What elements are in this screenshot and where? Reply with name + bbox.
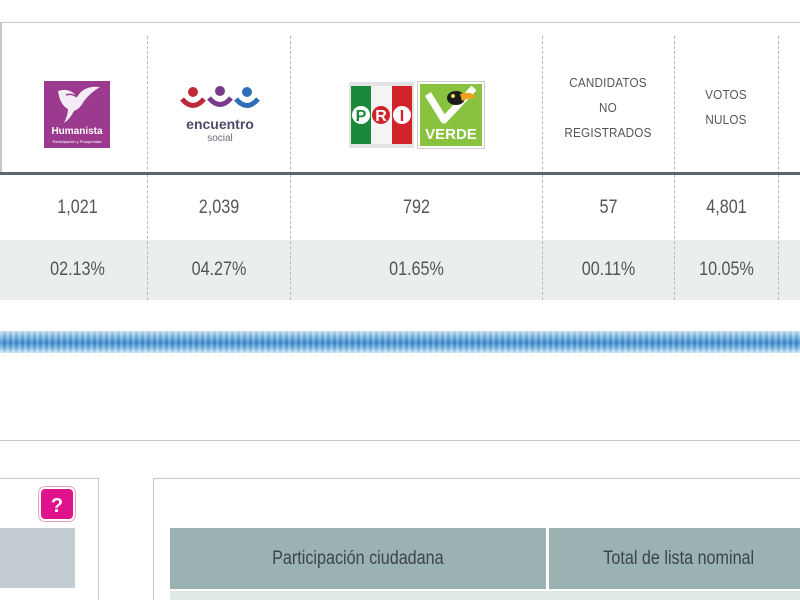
- results-panel: [0, 22, 800, 300]
- people-dots-icon: [180, 86, 260, 108]
- encuentro-social-logo: encuentro social: [176, 82, 264, 146]
- encuentro-logo-name: encuentro: [186, 116, 254, 132]
- humanista-logo-name: Humanista: [51, 126, 103, 137]
- column-separator: [542, 175, 543, 300]
- votes-cell-encuentro-social: 2,039: [198, 197, 240, 218]
- table-header-participacion: Participación ciudadana: [170, 528, 546, 589]
- column-separator: [290, 36, 291, 300]
- left-info-box-header: [0, 528, 75, 588]
- votes-cell-no-registrados: 57: [599, 197, 618, 218]
- pri-letter: I: [400, 108, 404, 125]
- toucan-check-icon: [425, 85, 477, 124]
- header-candidatos-no-registrados: CANDIDATOS NO REGISTRADOS: [558, 70, 659, 145]
- column-separator: [147, 175, 148, 300]
- section-divider: [0, 440, 800, 441]
- percent-cell-encuentro-social: 04.27%: [191, 259, 247, 280]
- help-button[interactable]: ?: [39, 487, 75, 521]
- column-separator: [290, 175, 291, 300]
- column-separator: [147, 36, 148, 300]
- votes-cell-humanista: 1,021: [57, 197, 98, 218]
- percent-cell-humanista: 02.13%: [50, 259, 105, 280]
- blue-divider-bar: [0, 331, 800, 353]
- header-line: NULOS: [705, 112, 747, 127]
- encuentro-logo-subtitle: social: [207, 133, 233, 144]
- panel-left-border: [0, 22, 2, 300]
- votes-cell-pri-verde: 792: [403, 197, 430, 218]
- table-header-label: Total de lista nominal: [603, 548, 755, 569]
- column-separator: [778, 175, 779, 300]
- header-line: NO: [599, 100, 617, 115]
- header-votos-nulos: VOTOS NULOS: [685, 82, 768, 132]
- percent-cell-pri-verde: 01.65%: [389, 259, 444, 280]
- humanista-logo: Humanista Participación y Prosperidad: [44, 81, 110, 148]
- pri-emblem-icon: P R I: [349, 82, 414, 148]
- header-line: REGISTRADOS: [564, 125, 652, 140]
- humanista-logo-subtitle: Participación y Prosperidad: [52, 139, 102, 144]
- percent-cell-no-registrados: 00.11%: [581, 259, 636, 280]
- column-separator: [674, 36, 675, 300]
- votes-row: 1,021 2,039 792 57 4,801: [0, 175, 800, 240]
- table-header-label: Participación ciudadana: [272, 548, 444, 569]
- hummingbird-icon: [58, 86, 100, 123]
- votes-cell-nulos: 4,801: [706, 197, 747, 218]
- header-line: CANDIDATOS: [569, 75, 647, 90]
- column-separator: [542, 36, 543, 300]
- table-header-lista-nominal: Total de lista nominal: [549, 528, 800, 589]
- column-separator: [778, 36, 779, 300]
- header-divider: [0, 172, 800, 175]
- header-line: VOTOS: [705, 87, 747, 102]
- pri-letter: P: [356, 108, 367, 125]
- pri-logo: P R I: [349, 82, 414, 148]
- table-body-row: [170, 591, 800, 600]
- column-separator: [674, 175, 675, 300]
- pri-letter: R: [375, 108, 387, 125]
- percent-cell-nulos: 10.05%: [699, 259, 754, 280]
- verde-logo-name: VERDE: [425, 126, 477, 143]
- verde-logo: VERDE: [417, 81, 485, 149]
- percent-row: 02.13% 04.27% 01.65% 00.11% 10.05%: [0, 240, 800, 300]
